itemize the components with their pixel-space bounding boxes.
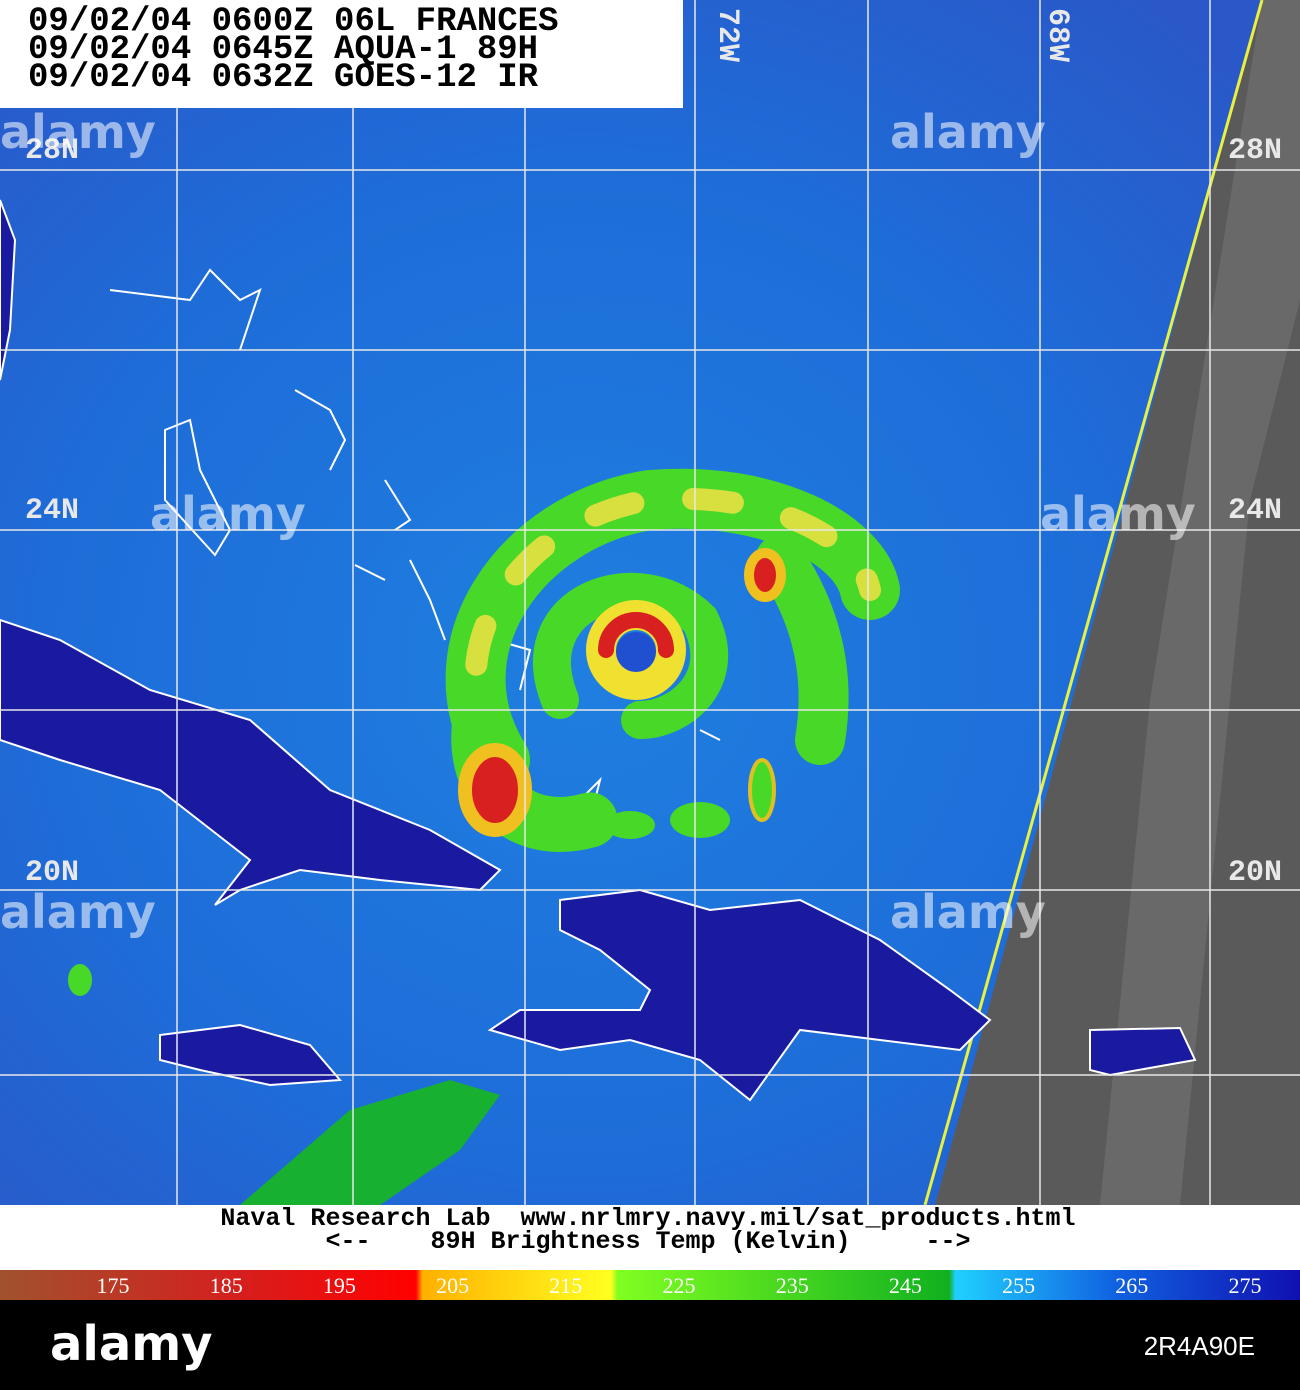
lat-label: 24N [25, 494, 79, 528]
image-id: 2R4A90E [1144, 1331, 1255, 1361]
colorbar [0, 1270, 1300, 1300]
graticule [0, 0, 1300, 1205]
satellite-image: 28N 28N 24N 24N 20N 20N 72W 68W [0, 0, 1300, 1206]
lat-label: 20N [25, 856, 79, 890]
colorbar-tick: 275 [1229, 1273, 1262, 1298]
header-line: 09/02/04 0632Z GOES-12 IR [28, 59, 539, 97]
lat-label: 28N [25, 134, 79, 168]
colorbar-tick: 225 [663, 1273, 696, 1298]
watermark: alamy [890, 885, 1046, 939]
header-line: 09/02/04 0600Z 06L FRANCES [28, 3, 559, 41]
lon-label: 68W [1040, 8, 1074, 62]
colorbar-tick: 175 [97, 1273, 130, 1298]
lon-label: 72W [710, 8, 744, 62]
header-line: 09/02/04 0645Z AQUA-1 89H [28, 31, 538, 69]
brand-logo: alamy [50, 1316, 213, 1372]
watermark: alamy [1040, 487, 1196, 541]
watermark: alamy [150, 487, 306, 541]
colorbar-tick: 245 [889, 1273, 922, 1298]
watermark: alamy [0, 105, 156, 159]
colorbar-tick: 195 [323, 1273, 356, 1298]
colorbar-tick: 215 [549, 1273, 582, 1298]
lat-label: 20N [1228, 856, 1282, 890]
lat-label: 24N [1228, 494, 1282, 528]
colorbar-tick: 265 [1115, 1273, 1148, 1298]
watermark: alamy [0, 885, 156, 939]
lat-label: 28N [1228, 134, 1282, 168]
colorbar-tick: 185 [210, 1273, 243, 1298]
colorbar-tick: 205 [436, 1273, 469, 1298]
footer-credit: Naval Research Lab www.nrlmry.navy.mil/s… [220, 1204, 1075, 1233]
colorbar-tick: 235 [776, 1273, 809, 1298]
colorbar-tick: 255 [1002, 1273, 1035, 1298]
watermark: alamy [890, 105, 1046, 159]
scale-title: <-- 89H Brightness Temp (Kelvin) --> [325, 1227, 970, 1256]
